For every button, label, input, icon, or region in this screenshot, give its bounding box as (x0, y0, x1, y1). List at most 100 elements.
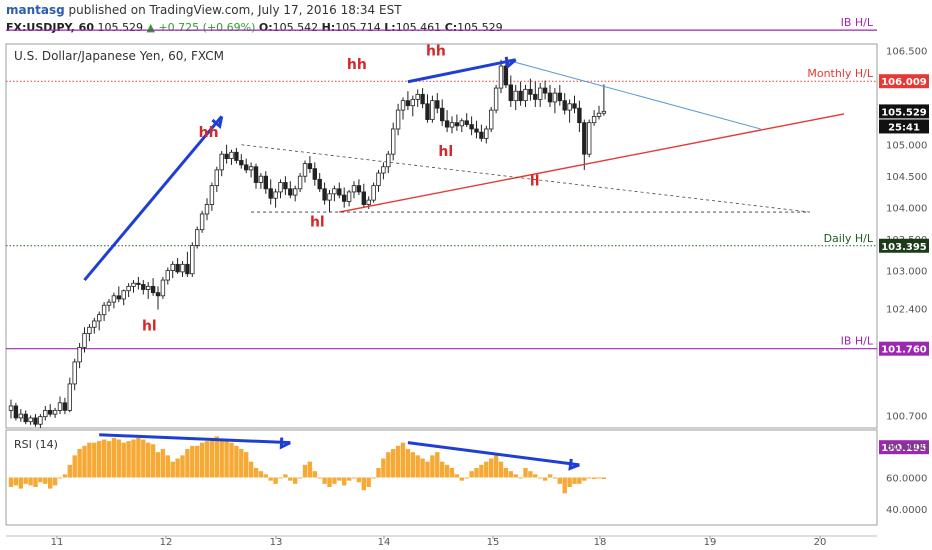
rsi-bar (557, 477, 562, 484)
support-trendline (339, 113, 845, 213)
candle-body (513, 90, 518, 102)
annotation-1: hh (347, 57, 367, 73)
rsi-arrow-2-head (568, 458, 580, 471)
candle-body (248, 166, 254, 171)
level-label-2: Daily H/L (824, 232, 874, 245)
candle-body (258, 175, 264, 183)
rsi-bar (405, 449, 411, 478)
rsi-bar (356, 477, 362, 483)
candle-body (596, 112, 602, 117)
candle-body (341, 194, 347, 202)
rsi-bar (400, 442, 406, 478)
candle-body (52, 409, 58, 415)
annotation-3: hl (142, 318, 157, 334)
rsi-bar (52, 477, 58, 486)
candle-body (479, 131, 484, 139)
rsi-bar (297, 477, 303, 479)
candle-body (87, 326, 92, 334)
candle-body (145, 285, 151, 290)
candle-body (72, 361, 77, 385)
rsi-bar (464, 477, 469, 479)
candle-body (439, 107, 445, 122)
rsi-bar (528, 471, 533, 478)
rsi-bar (376, 468, 381, 478)
candle-body (190, 245, 195, 275)
price-tick-8: 100.700 (886, 411, 927, 422)
candle-body (243, 164, 249, 171)
rsi-bar (582, 477, 587, 481)
rsi-bar (62, 474, 68, 478)
rsi-bar (523, 468, 528, 478)
rsi-bar (542, 477, 548, 481)
rsi-bar (185, 449, 190, 478)
rsi-bar (351, 477, 357, 479)
candle-body (503, 65, 509, 86)
rsi-bar (155, 452, 161, 478)
candle-body (234, 151, 239, 161)
candle-body (386, 153, 391, 168)
candle-body (327, 193, 332, 201)
candle-body (523, 88, 528, 102)
candle-body (23, 413, 28, 423)
time-tick-4: 15 (487, 537, 500, 548)
candle-body (57, 402, 63, 411)
rsi-bar (410, 452, 415, 478)
rsi-bar (591, 477, 597, 480)
candle-body (185, 263, 190, 275)
price-badge-0 (879, 74, 929, 89)
price-tick-2: 104.500 (886, 172, 927, 183)
time-tick-3: 14 (378, 537, 391, 548)
rsi-bar (67, 464, 72, 478)
rsi-bar (199, 442, 205, 478)
price-tick-3: 104.000 (886, 204, 927, 215)
annotation-2: hh (426, 43, 446, 59)
rsi-bar (538, 477, 543, 479)
rsi-bar (234, 445, 239, 478)
rsi-bar (391, 449, 396, 478)
rsi-bar (293, 477, 298, 484)
axes: 106.500105.000104.500104.000103.500103.0… (6, 46, 929, 548)
level-label-0: IB H/L (841, 16, 874, 29)
price-badge-label-3: 103.395 (881, 242, 927, 253)
rsi-bar (214, 436, 219, 478)
rsi-bar (97, 441, 102, 478)
time-tick-1: 12 (160, 537, 173, 548)
rsi-bar (82, 445, 87, 478)
rsi-bar (170, 461, 175, 478)
candle-body (562, 100, 567, 111)
rsi-bar (146, 442, 151, 478)
candle-body (567, 103, 572, 111)
publish-info: mantasg published on TradingView.com, Ju… (6, 3, 402, 17)
candle-body (278, 182, 283, 193)
rsi-bar (395, 445, 401, 478)
annotation-4: hl (310, 215, 325, 231)
candle-body (356, 185, 362, 193)
candle-body (493, 87, 499, 111)
rsi-bar (263, 474, 268, 478)
rsi-bar (190, 445, 195, 478)
rsi-bar (121, 442, 126, 478)
rsi-bar (180, 455, 185, 478)
rsi-bar (601, 477, 607, 480)
rsi-tick-2: 40.0000 (886, 505, 927, 516)
candle-body (542, 87, 548, 94)
rsi-bar (258, 471, 264, 478)
rsi-bar (219, 439, 224, 478)
candle-body (376, 172, 381, 187)
rsi-bar (126, 441, 131, 478)
rsi-pane[interactable] (5, 429, 878, 526)
candle-body (97, 314, 102, 322)
candle-body (38, 416, 43, 425)
rsi-bar (503, 468, 509, 478)
candle-body (214, 169, 219, 187)
arrow-up-1-head (211, 116, 224, 129)
candle-body (528, 88, 533, 95)
price-badge-4 (879, 341, 929, 356)
author-name[interactable]: mantasg (6, 3, 65, 17)
price-badge-5 (879, 440, 929, 455)
candle-body (126, 285, 131, 292)
candle-body (474, 128, 479, 133)
rsi-label: RSI (14) (14, 438, 58, 451)
